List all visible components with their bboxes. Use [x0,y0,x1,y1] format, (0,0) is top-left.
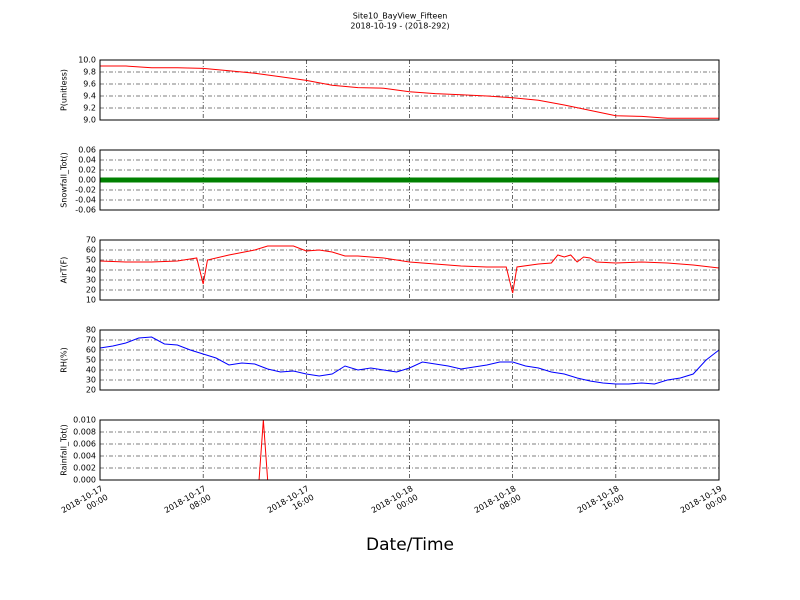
y-tick-label: 9.4 [83,92,96,101]
chart-subtitle: 2018-10-19 - (2018-292) [350,22,449,31]
y-tick-label: 0.00 [78,176,96,185]
y-tick-label: 50 [86,256,96,265]
y-tick-label: -0.02 [75,186,96,195]
y-tick-label: 0.006 [73,440,96,449]
y-axis-label: Rainfall_Tot() [60,424,69,476]
y-tick-label: 60 [86,346,96,355]
y-tick-label: 10.0 [78,56,96,65]
y-tick-label: 40 [86,266,96,275]
axes-frame [99,419,720,481]
y-tick-label: 0.000 [73,476,96,485]
y-tick-label: 0.06 [78,146,96,155]
y-tick-label: 30 [86,276,96,285]
y-tick-label: 0.002 [73,464,96,473]
y-tick-label: 9.0 [83,116,96,125]
chart-title: Site10_BayView_Fifteen [353,12,448,21]
data-line [99,336,720,385]
y-tick-label: 0.008 [73,428,96,437]
y-tick-label: 30 [86,376,96,385]
y-tick-label: 10 [86,296,96,305]
y-tick-label: -0.04 [75,196,96,205]
y-axis-label: AirT(F) [60,257,69,284]
y-tick-label: 9.8 [83,68,96,77]
y-axis-label: Snowfall_Tot() [60,152,69,208]
y-tick-label: 70 [86,336,96,345]
y-tick-label: 50 [86,356,96,365]
y-tick-label: 0.02 [78,166,96,175]
y-tick-label: 60 [86,246,96,255]
y-tick-label: 9.2 [83,104,96,113]
y-tick-label: 70 [86,236,96,245]
data-line [100,65,719,119]
y-tick-label: 9.6 [83,80,96,89]
axes-frame [99,239,720,301]
axes-frame [99,149,720,211]
y-axis-label: P(unitless) [60,69,69,111]
axes-frame [99,329,720,391]
y-tick-label: 20 [86,286,96,295]
y-tick-label: 0.004 [73,452,96,461]
x-axis-label: Date/Time [366,535,454,555]
axes-frame [99,59,720,121]
y-axis-label: RH(%) [60,347,69,372]
y-tick-label: 0.010 [73,416,96,425]
y-tick-label: 80 [86,326,96,335]
data-line [99,245,720,294]
y-tick-label: 40 [86,366,96,375]
y-tick-label: 0.04 [78,156,96,165]
y-tick-label: 20 [86,386,96,395]
y-tick-label: -0.06 [75,206,96,215]
